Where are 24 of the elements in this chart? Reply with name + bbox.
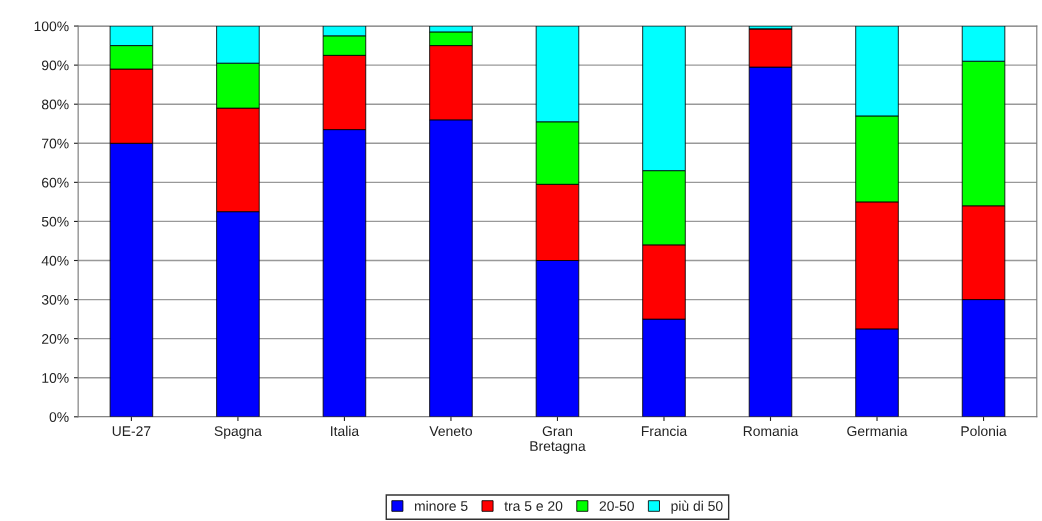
legend-label: tra 5 e 20: [504, 501, 563, 511]
y-tick-label: 90%: [41, 60, 69, 71]
y-tick-label: 50%: [41, 216, 69, 227]
x-tick-label: Germania: [847, 425, 908, 437]
y-tick-label: 80%: [41, 99, 69, 110]
y-tick-label: 100%: [34, 21, 69, 32]
legend-label: più di 50: [671, 500, 723, 514]
y-tick-label: 10%: [42, 373, 69, 383]
y-tick-label: 60%: [42, 177, 69, 188]
x-tick-label: Gran Bretagna: [530, 426, 586, 454]
x-tick-label: Spagna: [214, 426, 262, 439]
y-tick-label: 70%: [42, 138, 69, 149]
y-tick-label: 30%: [41, 294, 69, 305]
x-tick-label: Italia: [331, 425, 360, 437]
x-tick-label: UE-27: [112, 426, 151, 437]
y-tick-label: 0%: [49, 412, 69, 422]
y-tick-label: 20%: [42, 333, 69, 344]
x-tick-label: Francia: [641, 425, 688, 437]
x-tick-label: Romania: [743, 425, 799, 437]
legend-label: minore 5: [414, 500, 468, 511]
x-tick-label: Veneto: [429, 426, 472, 437]
legend-label: 20-50: [599, 501, 634, 511]
y-tick-label: 40%: [41, 255, 69, 266]
x-tick-label: Polonia: [961, 425, 1007, 437]
